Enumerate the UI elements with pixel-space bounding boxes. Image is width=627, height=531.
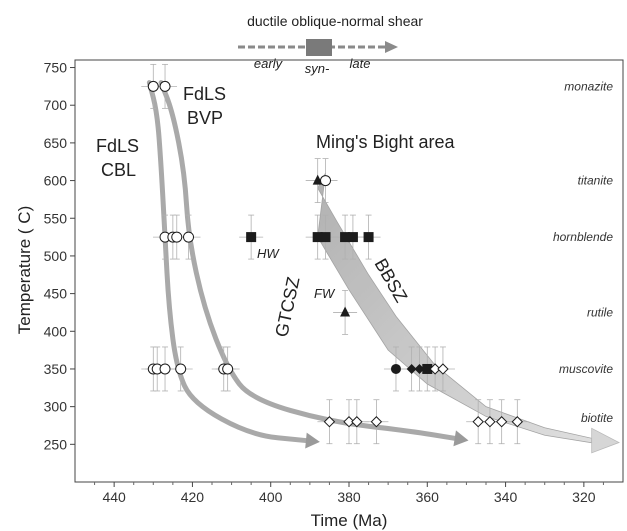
marker-open-circle (159, 363, 171, 375)
marker-filled-square (422, 363, 433, 374)
shear-legend-syn: syn- (305, 61, 330, 76)
shear-legend-late: late (350, 56, 371, 71)
marker-open-circle (175, 363, 187, 375)
marker-open-diamond (323, 416, 336, 428)
marker-filled-triangle (312, 174, 323, 185)
label-fdls-cbl-2: CBL (101, 160, 136, 180)
x-tick-label: 440 (102, 489, 126, 505)
cooling-band-arrowhead (591, 427, 620, 454)
shear-legend-syn-box (306, 39, 332, 56)
marker-open-circle (159, 80, 171, 92)
label-hw: HW (257, 246, 280, 261)
marker-filled-square (363, 232, 374, 243)
marker-open-diamond (343, 416, 355, 428)
y-tick-label: 250 (44, 436, 68, 452)
y-tick-label: 750 (44, 60, 68, 76)
marker-open-circle (171, 231, 183, 243)
label-mings-bight: Ming's Bight area (316, 132, 455, 152)
x-tick-label: 420 (181, 489, 205, 505)
label-fw: FW (314, 286, 336, 301)
mineral-label-rutile: rutile (587, 305, 613, 319)
cooling-band-layer (317, 172, 620, 454)
marker-filled-square (312, 232, 323, 243)
marker-open-diamond (437, 363, 449, 375)
marker-open-diamond (511, 416, 524, 428)
marker-open-circle (147, 80, 159, 92)
marker-filled-circle (390, 363, 401, 374)
marker-open-diamond (370, 416, 383, 428)
mineral-label-biotite: biotite (581, 411, 613, 425)
marker-open-diamond (472, 416, 484, 428)
shear-legend-early: early (254, 56, 284, 71)
y-tick-label: 500 (44, 248, 68, 264)
cooling-path-0 (146, 80, 309, 444)
label-fdls-cbl-1: FdLS (96, 136, 139, 156)
x-tick-label: 340 (494, 489, 518, 505)
x-tick-label: 400 (259, 489, 283, 505)
cooling-path-arrowhead-0 (305, 432, 320, 449)
mineral-label-hornblende: hornblende (553, 230, 613, 244)
mineral-label-monazite: monazite (564, 79, 613, 93)
marker-filled-square (347, 232, 358, 243)
y-axis: 250 300 350 400 450 500 550 600 650 700 750 (44, 60, 75, 452)
shear-legend-title: ductile oblique-normal shear (247, 13, 423, 29)
marker-open-circle (320, 175, 332, 187)
mineral-label-titanite: titanite (578, 174, 614, 188)
y-tick-label: 450 (44, 286, 68, 302)
cooling-path-arrowhead-1 (453, 430, 469, 447)
marker-open-diamond (495, 416, 508, 428)
x-axis: 440 420 400 380 360 340 320 (94, 482, 604, 505)
marker-filled-square (246, 232, 257, 243)
y-axis-title: Temperature ( C) (15, 206, 34, 334)
markers-layer (147, 80, 524, 428)
marker-filled-diamond (406, 363, 417, 374)
marker-open-circle (222, 363, 234, 375)
x-tick-label: 320 (572, 489, 596, 505)
label-gtcsz: GTCSZ (271, 275, 303, 339)
marker-filled-square (340, 232, 351, 243)
cooling-band (317, 172, 593, 444)
label-fdls-bvp-1: FdLS (183, 84, 226, 104)
y-tick-label: 650 (44, 135, 68, 151)
x-tick-label: 380 (337, 489, 361, 505)
x-axis-title: Time (Ma) (311, 511, 388, 530)
label-fdls-bvp-2: BVP (187, 108, 223, 128)
marker-open-circle (183, 231, 195, 243)
mineral-label-muscovite: muscovite (559, 362, 613, 376)
y-tick-label: 550 (44, 210, 68, 226)
marker-filled-square (320, 232, 331, 243)
shear-legend-arrowhead (385, 41, 398, 53)
marker-open-diamond (429, 363, 441, 375)
marker-open-diamond (484, 416, 496, 428)
y-tick-label: 300 (44, 399, 68, 415)
marker-filled-triangle (340, 306, 351, 317)
y-tick-label: 600 (44, 173, 68, 189)
marker-open-diamond (351, 416, 363, 428)
marker-filled-diamond (414, 363, 425, 374)
mineral-labels: monazite titanite hornblende rutile muscovit… (553, 79, 613, 425)
x-tick-label: 360 (416, 489, 440, 505)
shear-legend: ductile oblique-normal shear early syn- … (238, 13, 423, 76)
y-tick-label: 350 (44, 361, 68, 377)
y-tick-label: 400 (44, 323, 68, 339)
y-tick-label: 700 (44, 97, 68, 113)
